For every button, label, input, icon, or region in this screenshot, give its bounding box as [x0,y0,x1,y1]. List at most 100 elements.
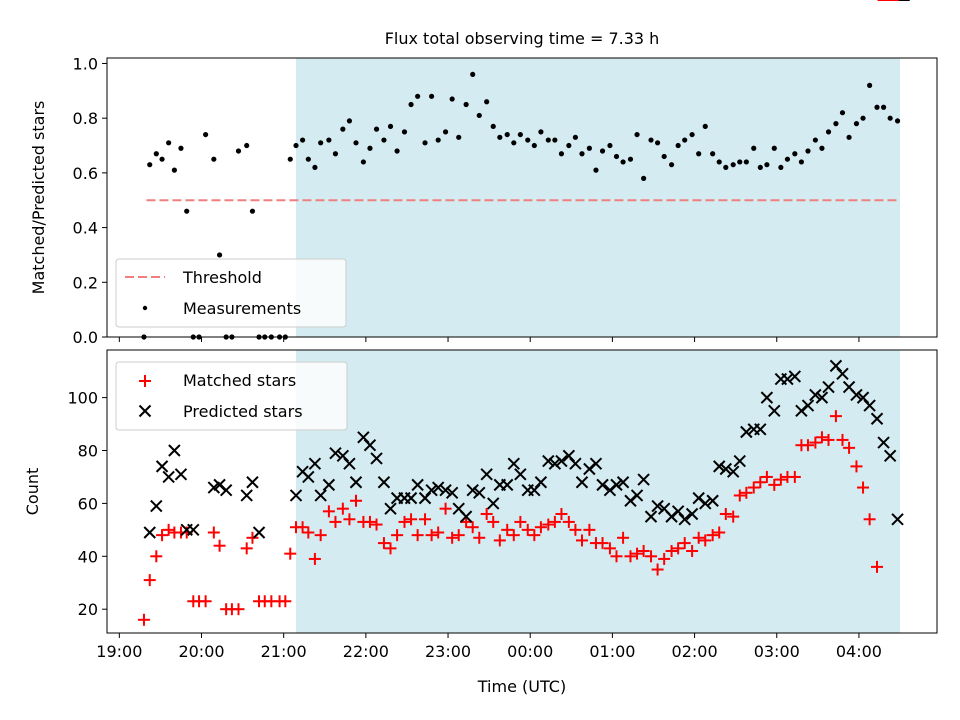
legend-matched-marker [139,375,151,387]
measurement-point [184,208,190,214]
matched-stars-point [665,545,678,558]
predicted-stars-point [411,478,424,492]
matched-stars-point [850,460,863,473]
measurement-point [696,151,702,157]
predicted-stars-point [815,391,829,404]
matched-stars-point [534,521,547,534]
matched-stars-point [302,526,315,539]
measurement-point [511,140,517,146]
predicted-stars-point [219,483,233,497]
matched-stars-point [329,515,342,528]
measurement-point [497,134,503,140]
matched-stars-point [809,436,822,449]
predicted-stars-point [168,444,181,457]
measurement-point [463,101,469,108]
measurement-point [470,71,476,78]
predicted-stars-point [534,476,548,489]
predicted-stars-point [706,494,719,507]
predicted-stars-point [610,478,623,492]
count-ytick-label: 100 [67,389,98,408]
matched-stars-point [350,494,362,507]
measurement-point [490,123,496,129]
matched-stars-point [686,545,699,558]
matched-stars-point [760,470,773,483]
measurement-point [887,115,893,121]
measurement-point [435,137,441,143]
measurement-point [710,151,716,157]
matched-stars-point [719,507,732,520]
predicted-stars-point [589,457,603,470]
measurement-point [326,137,332,143]
ratio-ytick-label: 0.4 [73,219,98,238]
matched-stars-point [871,560,884,573]
count-xtick-label: 20:00 [178,642,224,661]
measurement-point [429,93,435,99]
measurement-point [634,131,640,138]
matched-stars-point [398,515,411,528]
predicted-stars-point [569,457,582,470]
predicted-stars-point [314,489,327,502]
measurement-point [299,137,306,143]
matched-stars-point [829,410,842,423]
measurement-point [819,145,825,151]
measurement-point [627,156,634,162]
matched-stars-point [555,507,568,520]
matched-stars-point [521,523,534,536]
measurement-point [798,159,805,165]
measurement-point [216,252,223,258]
ratio-legend-box [115,258,347,328]
measurement-point [401,129,408,135]
ratio-ytick-label: 0.2 [73,273,98,292]
count-legend: Matched stars Predicted stars [115,361,348,431]
measurement-point [853,121,860,127]
predicted-stars-point [425,483,438,497]
matched-stars-point [645,550,658,563]
measurement-point [318,140,324,146]
matched-stars-point [658,552,671,565]
matched-stars-point [733,489,746,502]
measurement-point [367,145,373,151]
predicted-stars-point [363,439,377,452]
ratio-y-axis-label: Matched/Predicted stars [29,101,48,295]
legend-matched-label: Matched stars [183,371,296,390]
predicted-stars-point [863,399,876,412]
matched-stars-point [528,529,541,542]
measurement-point [579,151,585,157]
measurement-point [730,162,736,168]
predicted-stars-point [155,460,169,473]
measurement-point [153,151,159,157]
matched-stars-point [583,523,596,536]
predicted-stars-point [877,436,890,449]
measurement-point [517,131,523,138]
matched-stars-point [240,542,253,555]
count-xtick-label: 03:00 [754,642,800,661]
measurement-point [422,140,428,146]
count-xtick-label: 04:00 [836,642,882,661]
matched-stars-point [419,513,432,526]
count-ytick-label: 80 [78,442,98,461]
predicted-stars-point [651,499,664,513]
measurement-point [613,153,620,160]
matched-stars-point [514,515,527,528]
matched-stars-point [603,542,616,555]
predicted-stars-point [187,523,200,537]
matched-stars-point [370,518,383,531]
matched-stars-point [562,515,575,528]
legend-predicted-label: Predicted stars [183,402,303,421]
count-ytick-label: 20 [78,600,98,619]
observing-window-shade-top [296,58,901,337]
measurement-point [682,137,688,143]
legend-measurements-marker [142,305,148,311]
predicted-stars-point [781,372,794,386]
predicted-stars-point [289,489,303,502]
matched-stars-point [377,537,390,550]
time-x-axis-label: Time (UTC) [477,677,566,696]
matched-stars-point [672,542,685,555]
matched-stars-point [296,521,309,534]
predicted-stars-point [801,399,815,412]
matched-stars-point [284,547,297,560]
matched-stars-point [713,526,726,539]
predicted-stars-point [329,446,342,460]
matched-stars-point [857,481,870,494]
matched-stars-point [699,534,712,547]
